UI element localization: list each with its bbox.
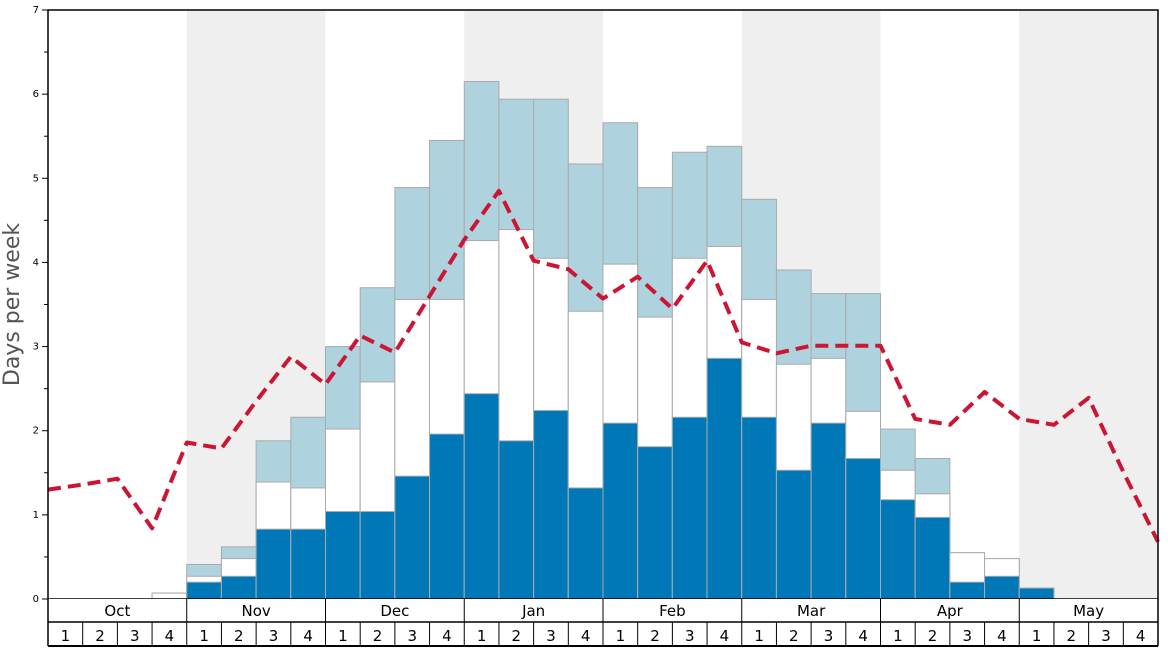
y-tick-label-2: 2	[33, 426, 39, 437]
week-label-may-3: 3	[1101, 627, 1111, 645]
bar-series1-week-29	[1018, 587, 1055, 600]
bar-series1-week-5	[186, 581, 222, 600]
bar-series1-week-24	[845, 457, 881, 600]
week-label-may-2: 2	[1067, 627, 1077, 645]
week-label-mar-3: 3	[824, 627, 834, 645]
line-layer	[47, 188, 1160, 543]
month-band-may	[1019, 10, 1158, 599]
month-label-dec: Dec	[380, 602, 409, 620]
week-label-oct-1: 1	[61, 627, 71, 645]
week-label-nov-3: 3	[269, 627, 279, 645]
week-label-jan-1: 1	[477, 627, 487, 645]
week-label-dec-3: 3	[407, 627, 417, 645]
bar-series1-week-26	[914, 516, 951, 600]
week-label-feb-2: 2	[650, 627, 660, 645]
week-label-feb-1: 1	[616, 627, 626, 645]
bar-series1-week-21	[741, 416, 777, 600]
week-label-apr-3: 3	[962, 627, 972, 645]
bar-series1-week-28	[984, 575, 1020, 600]
week-label-oct-3: 3	[130, 627, 140, 645]
week-label-jan-4: 4	[581, 627, 591, 645]
week-label-apr-2: 2	[928, 627, 938, 645]
bar-series1-week-27	[949, 581, 986, 600]
y-tick-label-7: 7	[33, 5, 39, 16]
y-tick-label-5: 5	[33, 173, 39, 184]
week-label-mar-4: 4	[858, 627, 868, 645]
month-label-nov: Nov	[241, 602, 270, 620]
week-label-jan-3: 3	[546, 627, 556, 645]
y-tick-label-3: 3	[33, 342, 39, 353]
bar-series1-week-20	[706, 357, 743, 600]
y-tick-label-0: 0	[33, 594, 39, 605]
week-label-nov-1: 1	[199, 627, 209, 645]
bar-series1-week-13	[463, 393, 500, 600]
month-label-oct: Oct	[104, 602, 130, 620]
week-label-apr-1: 1	[893, 627, 903, 645]
week-label-feb-3: 3	[685, 627, 695, 645]
week-label-dec-1: 1	[338, 627, 348, 645]
month-label-jan: Jan	[521, 602, 545, 620]
week-label-feb-4: 4	[720, 627, 730, 645]
bar-series1-week-17	[602, 422, 639, 600]
bar-series1-week-9	[325, 510, 361, 600]
week-label-oct-4: 4	[165, 627, 175, 645]
week-label-may-4: 4	[1136, 627, 1146, 645]
y-axis-label: Days per week	[0, 223, 25, 386]
bar-series1-week-7	[255, 528, 292, 600]
bar-series2-week-4	[151, 592, 188, 600]
week-label-apr-4: 4	[997, 627, 1007, 645]
week-label-may-1: 1	[1032, 627, 1042, 645]
month-label-mar: Mar	[797, 602, 826, 620]
bar-series1-week-18	[637, 446, 673, 600]
week-label-mar-1: 1	[754, 627, 764, 645]
week-label-mar-2: 2	[789, 627, 799, 645]
bar-series1-week-11	[394, 475, 431, 600]
bar-series1-week-12	[429, 433, 465, 600]
bar-series1-week-6	[220, 575, 257, 600]
week-label-nov-2: 2	[234, 627, 244, 645]
y-tick-label-6: 6	[33, 89, 39, 100]
bar-series1-week-23	[810, 422, 847, 600]
month-label-feb: Feb	[659, 602, 686, 620]
bar-series1-week-19	[671, 416, 708, 600]
bar-series1-week-10	[359, 510, 396, 600]
week-label-nov-4: 4	[303, 627, 313, 645]
week-label-dec-4: 4	[442, 627, 452, 645]
bar-series1-week-22	[775, 469, 812, 600]
y-tick-label-4: 4	[33, 257, 39, 268]
y-tick-label-1: 1	[33, 510, 39, 521]
month-label-may: May	[1073, 602, 1104, 620]
bar-series1-week-14	[498, 440, 535, 600]
month-label-apr: Apr	[937, 602, 964, 620]
bar-series1-week-8	[290, 528, 326, 600]
week-label-oct-2: 2	[95, 627, 105, 645]
x-axis-table: Oct 1 2 3 4 Nov 1 2 3 4 Dec 1 2 3 4 Jan 1 2 3 4 Feb 1 2 3 4 Mar 1 2…	[47, 599, 1159, 647]
bar-series1-week-25	[880, 499, 916, 600]
bar-series1-week-15	[533, 410, 569, 600]
week-label-dec-2: 2	[373, 627, 383, 645]
week-label-jan-2: 2	[512, 627, 522, 645]
bar-series1-week-16	[567, 487, 604, 600]
